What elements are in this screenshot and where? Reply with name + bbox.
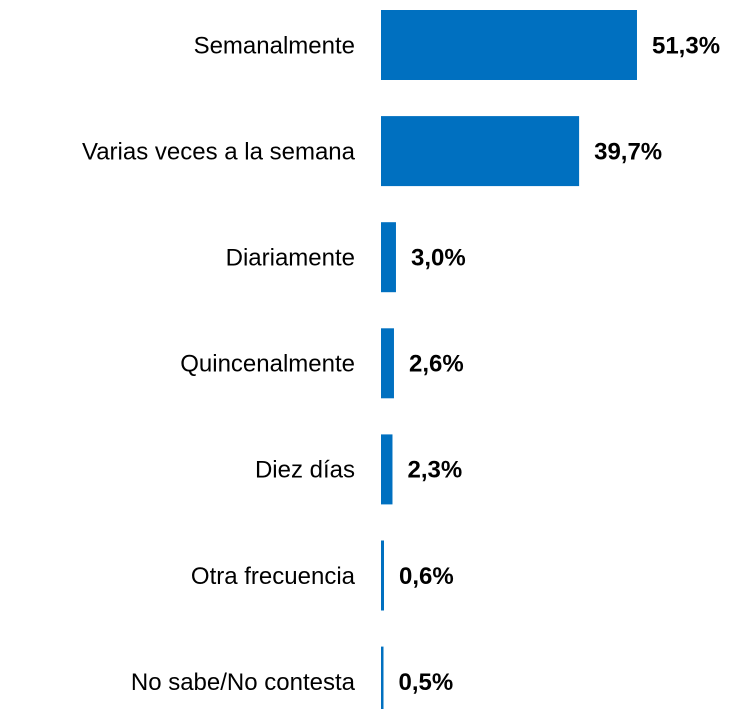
category-label: Diez días [255, 457, 355, 484]
bar [381, 434, 393, 505]
bar [381, 222, 396, 293]
value-label: 0,6% [399, 563, 454, 590]
category-label: Quincenalmente [180, 351, 355, 378]
value-label: 51,3% [652, 32, 720, 59]
bar [381, 116, 580, 187]
category-label: Diariamente [226, 245, 355, 272]
category-label: No sabe/No contesta [131, 669, 356, 696]
value-label: 3,0% [411, 245, 466, 272]
bar [381, 10, 637, 80]
value-label: 2,6% [409, 351, 464, 378]
category-label: Semanalmente [194, 32, 355, 59]
category-label: Varias veces a la semana [82, 138, 356, 165]
bar [381, 646, 384, 709]
bar [381, 540, 384, 611]
value-label: 0,5% [398, 669, 453, 696]
bar [381, 328, 394, 399]
category-label: Otra frecuencia [191, 563, 356, 590]
value-label: 39,7% [594, 138, 662, 165]
value-label: 2,3% [407, 457, 462, 484]
